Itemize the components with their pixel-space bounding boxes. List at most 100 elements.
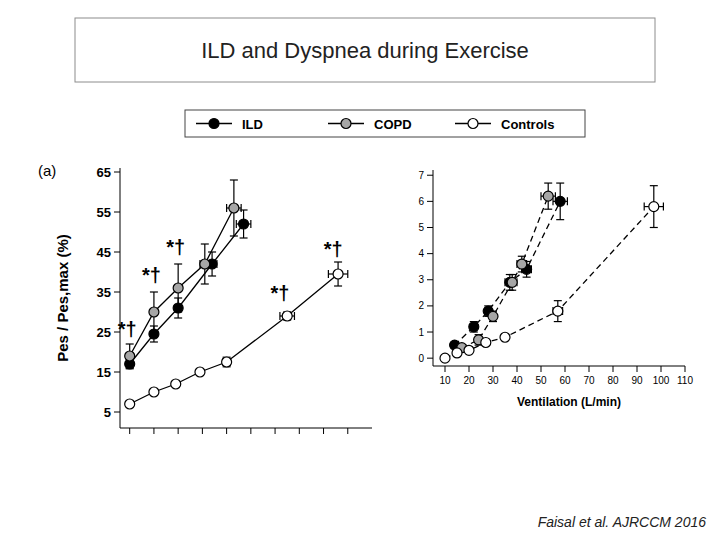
y-tick-label: 7 <box>418 170 424 181</box>
x-error-cap <box>644 203 645 211</box>
error-cap <box>240 237 248 238</box>
series-line <box>130 224 244 364</box>
y-tick <box>427 227 433 228</box>
title: ILD and Dyspnea during Exercise <box>201 38 529 63</box>
x-tick-label: 80 <box>607 375 619 386</box>
x-tick <box>226 428 227 434</box>
data-point <box>469 322 479 332</box>
series-line <box>130 208 234 356</box>
data-point <box>517 259 527 269</box>
x-tick <box>153 428 154 434</box>
error-cap <box>208 251 216 252</box>
x-tick <box>685 366 686 372</box>
data-point <box>555 196 565 206</box>
y-tick-label: 5 <box>418 222 424 233</box>
x-axis <box>433 366 685 367</box>
x-error-cap <box>226 204 227 212</box>
error-cap <box>508 290 516 291</box>
error-cap <box>201 243 209 244</box>
data-point <box>125 351 135 361</box>
error-cap <box>334 261 342 262</box>
data-point <box>195 367 205 377</box>
y-tick-label: 45 <box>97 245 111 260</box>
x-tick <box>589 366 590 372</box>
y-tick-label: 6 <box>418 196 424 207</box>
x-tick <box>565 366 566 372</box>
y-tick-label: 5 <box>104 405 111 420</box>
error-cap <box>650 227 658 228</box>
legend-label: ILD <box>242 117 263 132</box>
x-error-cap <box>294 312 295 320</box>
legend-marker <box>468 119 478 129</box>
x-tick-label: 100 <box>653 375 670 386</box>
x-error-cap <box>328 270 329 278</box>
x-tick-label: 20 <box>463 375 475 386</box>
error-cap <box>523 277 531 278</box>
y-tick-label: 15 <box>97 365 111 380</box>
data-point <box>488 311 498 321</box>
plot-area <box>440 183 663 363</box>
y-tick <box>427 305 433 306</box>
x-error-cap <box>555 192 556 200</box>
error-cap <box>201 283 209 284</box>
data-point <box>553 306 563 316</box>
error-cap <box>554 300 562 301</box>
x-error-cap <box>279 312 280 320</box>
y-axis-label: Pes / Pes,max (%) <box>54 234 71 362</box>
x-tick <box>517 366 518 372</box>
y-axis <box>120 168 121 428</box>
x-tick <box>202 428 203 434</box>
data-point <box>452 348 462 358</box>
x-tick-label: 10 <box>439 375 451 386</box>
y-tick <box>114 212 120 213</box>
x-error-cap <box>241 204 242 212</box>
data-point <box>125 399 135 409</box>
x-error-cap <box>663 203 664 211</box>
x-tick-label: 30 <box>487 375 499 386</box>
series-line <box>462 196 548 348</box>
data-point <box>464 345 474 355</box>
legend-box <box>185 110 585 137</box>
error-cap <box>150 341 158 342</box>
x-tick <box>347 428 348 434</box>
plot-area <box>125 180 348 409</box>
x-tick-label: 50 <box>535 375 547 386</box>
error-cap <box>556 219 564 220</box>
y-tick-label: 65 <box>97 165 111 180</box>
y-tick-label: 35 <box>97 285 111 300</box>
y-axis <box>433 170 434 366</box>
error-cap <box>208 275 216 276</box>
x-axis <box>120 428 372 429</box>
y-tick <box>114 372 120 373</box>
slide: ILD and Dyspnea during Exercise Faisal et… <box>0 0 720 540</box>
data-point <box>239 219 249 229</box>
error-cap <box>126 367 134 368</box>
annotation: *† <box>118 318 137 340</box>
footer: Faisal et al. AJRCCM 2016 <box>538 514 707 530</box>
error-cap <box>554 321 562 322</box>
error-cap <box>174 263 182 264</box>
title-box <box>75 18 655 82</box>
y-tick <box>427 175 433 176</box>
error-cap <box>544 209 552 210</box>
data-point <box>222 357 232 367</box>
x-error-cap <box>347 270 348 278</box>
legend-label: Controls <box>501 117 554 132</box>
data-point <box>649 202 659 212</box>
x-tick-label: 110 <box>677 375 693 386</box>
x-tick <box>275 428 276 434</box>
error-cap <box>126 343 134 344</box>
error-cap <box>230 179 238 180</box>
x-tick <box>637 366 638 372</box>
data-point <box>149 387 159 397</box>
x-tick-label: 90 <box>631 375 643 386</box>
error-cap <box>150 331 158 332</box>
x-tick <box>129 428 130 434</box>
error-cap <box>174 317 182 318</box>
x-error-cap <box>540 192 541 200</box>
x-tick <box>178 428 179 434</box>
error-cap <box>334 285 342 286</box>
y-tick <box>427 253 433 254</box>
y-tick-label: 25 <box>97 325 111 340</box>
annotation: *† <box>270 282 289 304</box>
